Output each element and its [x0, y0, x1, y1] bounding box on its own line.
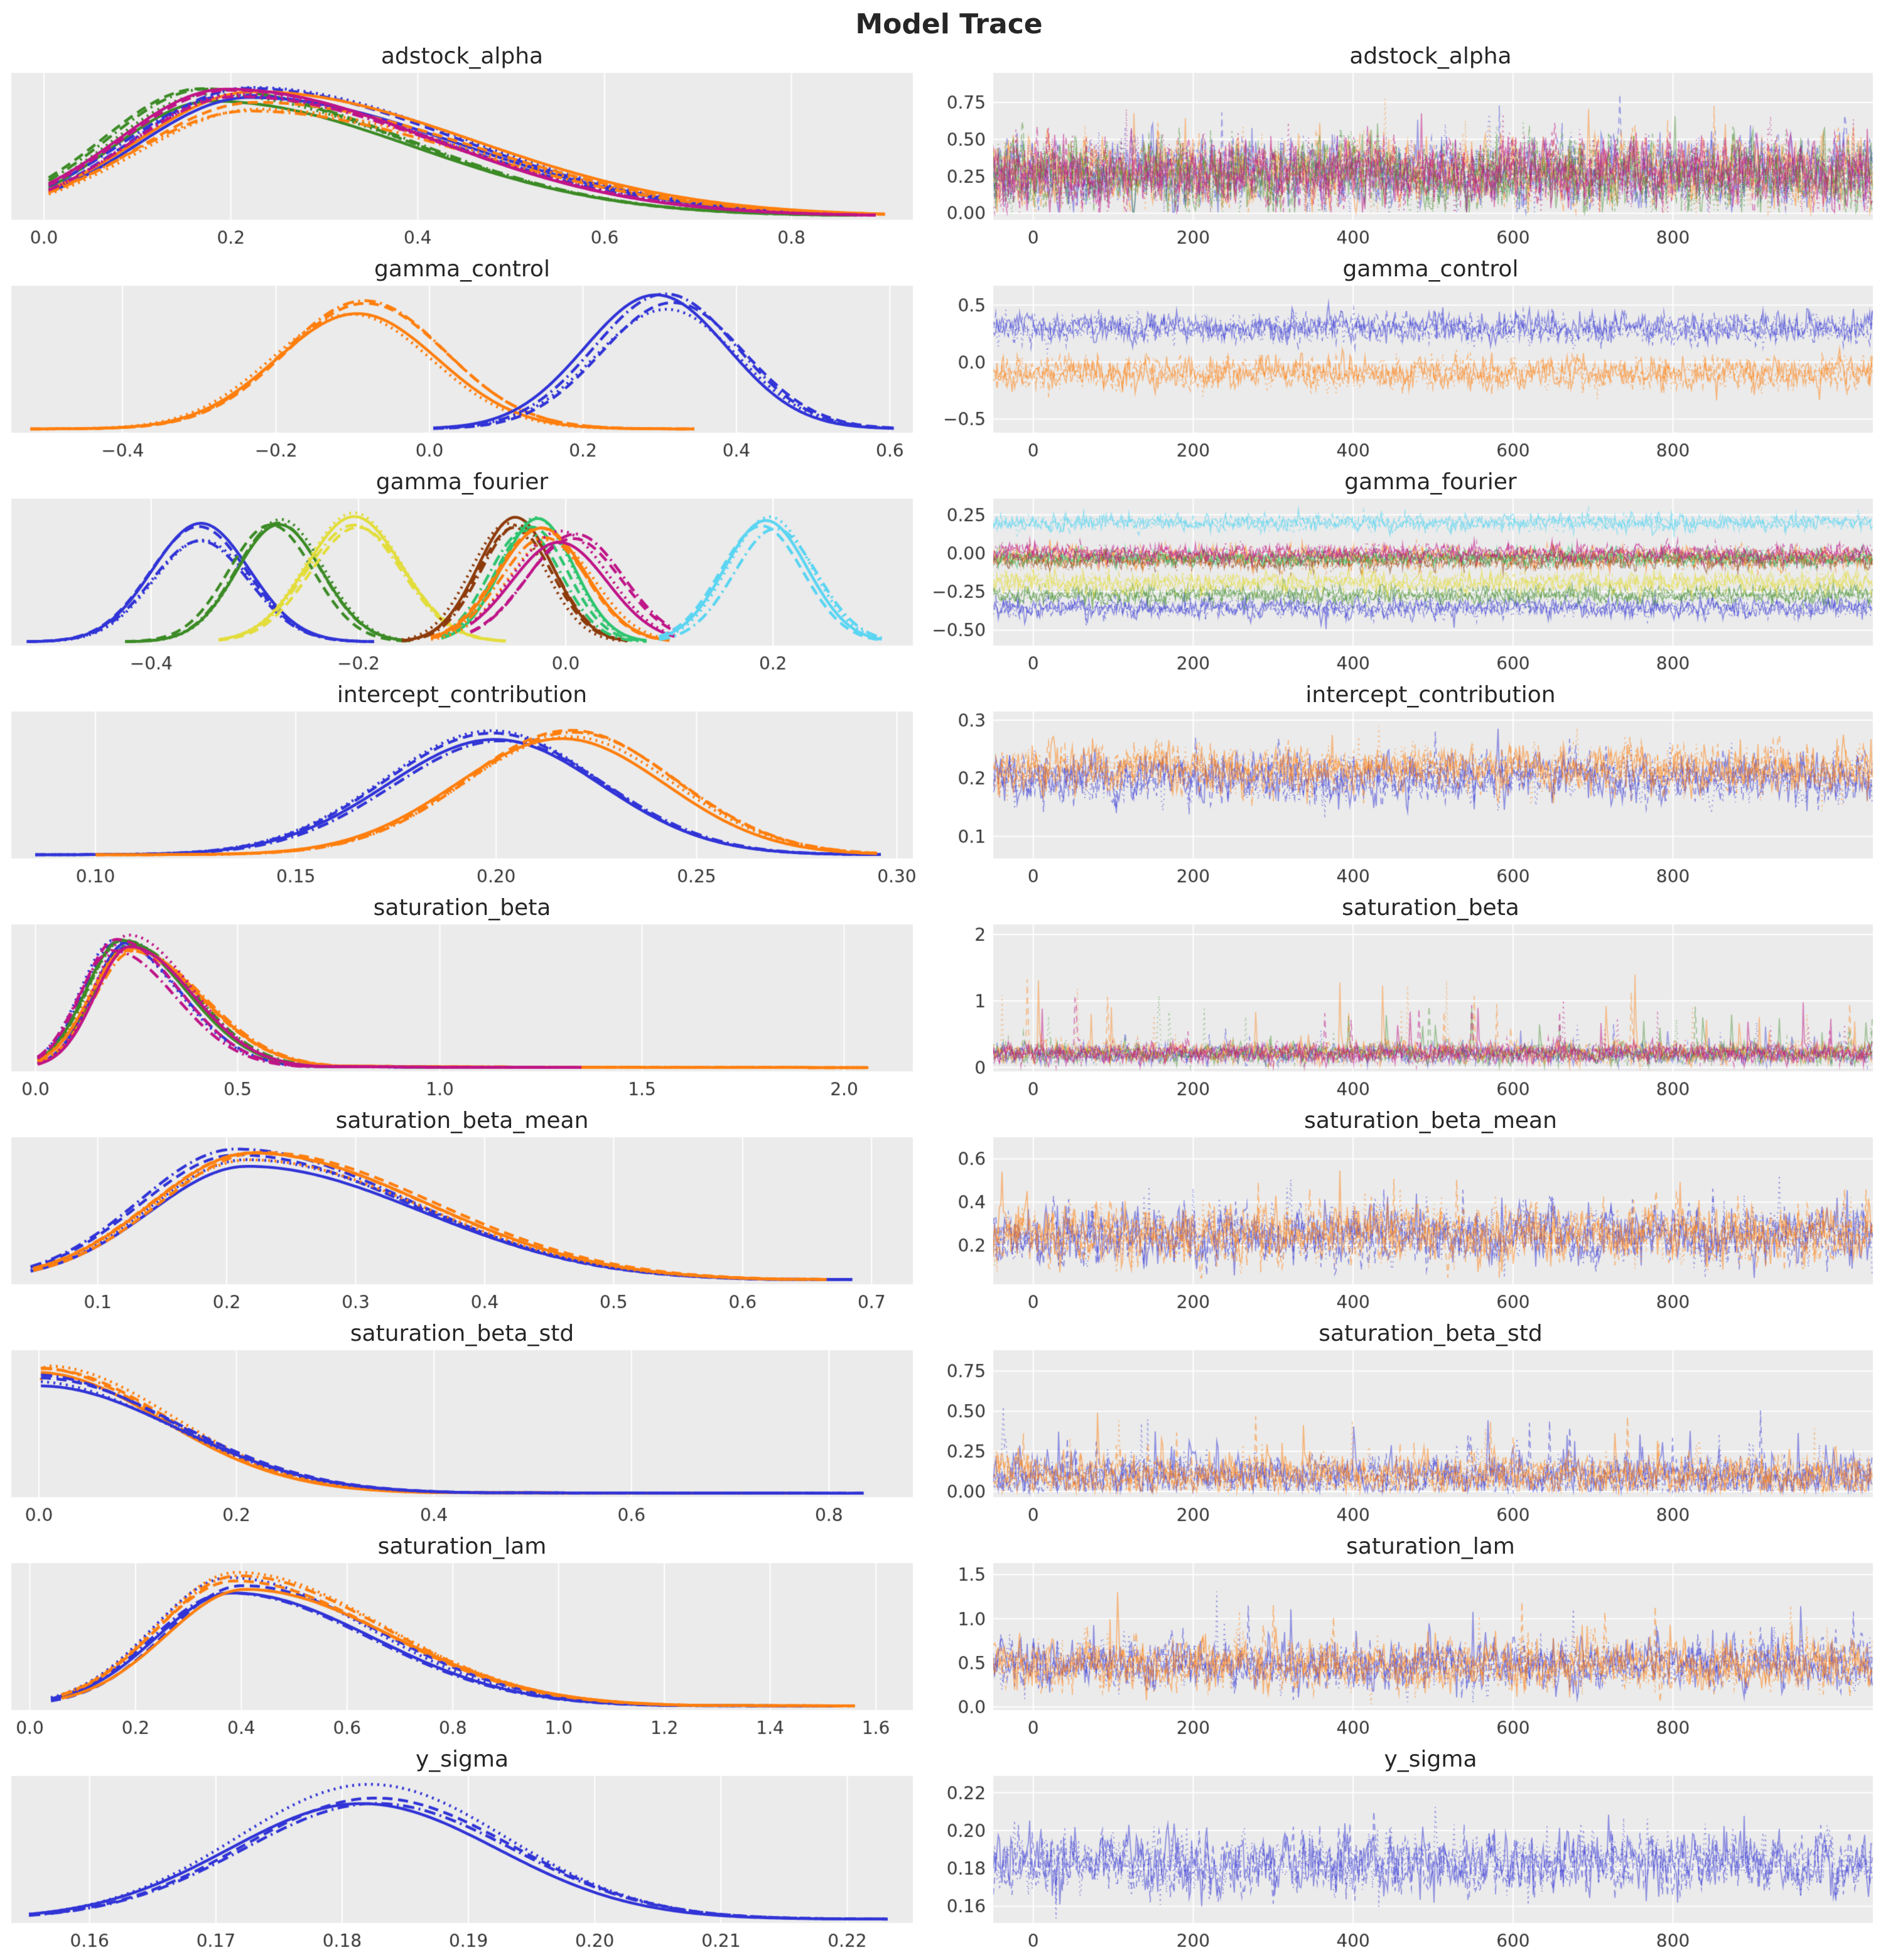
trace-canvas [933, 283, 1878, 467]
param-row-gamma-control: gamma_control gamma_control [0, 256, 1898, 467]
kde-subplot: gamma_control [6, 256, 918, 467]
trace-canvas [933, 70, 1878, 254]
trace-subplot-title: saturation_beta [1342, 895, 1519, 921]
kde-canvas [6, 1348, 918, 1531]
kde-subplot-title: saturation_beta [373, 895, 551, 921]
trace-subplot-title: intercept_contribution [1305, 682, 1556, 708]
trace-subplot: y_sigma [933, 1746, 1878, 1957]
trace-subplot-title: saturation_beta_mean [1304, 1108, 1557, 1134]
trace-subplot-title: saturation_lam [1346, 1534, 1515, 1559]
trace-subplot-title: saturation_beta_std [1318, 1321, 1543, 1346]
kde-canvas [6, 283, 918, 467]
kde-subplot-title: saturation_beta_std [350, 1321, 574, 1346]
kde-subplot: y_sigma [6, 1746, 918, 1957]
kde-canvas [6, 496, 918, 680]
trace-subplot: adstock_alpha [933, 43, 1878, 254]
kde-subplot: adstock_alpha [6, 43, 918, 254]
kde-subplot: saturation_lam [6, 1533, 918, 1744]
trace-canvas [933, 1561, 1878, 1744]
kde-canvas [6, 1135, 918, 1318]
kde-canvas [6, 709, 918, 892]
trace-canvas [933, 496, 1878, 680]
trace-canvas [933, 1135, 1878, 1318]
kde-subplot-title: saturation_beta_mean [335, 1108, 589, 1134]
kde-subplot-title: y_sigma [415, 1746, 509, 1772]
kde-canvas [6, 1773, 918, 1957]
kde-subplot-title: saturation_lam [377, 1534, 547, 1559]
param-row-saturation-beta: saturation_beta saturation_beta [0, 894, 1898, 1105]
trace-subplot: saturation_lam [933, 1533, 1878, 1744]
kde-subplot-title: gamma_fourier [375, 469, 549, 495]
trace-canvas [933, 922, 1878, 1105]
trace-canvas [933, 709, 1878, 892]
kde-canvas [6, 70, 918, 254]
trace-subplot-title: gamma_control [1342, 256, 1519, 282]
kde-subplot-title: gamma_control [374, 256, 550, 282]
param-row-saturation-beta-mean: saturation_beta_mean saturation_beta_mea… [0, 1107, 1898, 1318]
param-row-intercept-contribution: intercept_contribution intercept_contrib… [0, 681, 1898, 892]
param-row-adstock-alpha: adstock_alpha adstock_alpha [0, 43, 1898, 254]
trace-canvas [933, 1348, 1878, 1531]
figure-title: Model Trace [855, 8, 1043, 40]
kde-subplot: intercept_contribution [6, 681, 918, 892]
kde-subplot-title: adstock_alpha [380, 43, 544, 69]
trace-subplot: saturation_beta_std [933, 1320, 1878, 1531]
trace-subplot-title: adstock_alpha [1349, 43, 1512, 69]
param-row-saturation-lam: saturation_lam saturation_lam [0, 1533, 1898, 1744]
kde-canvas [6, 1561, 918, 1744]
kde-subplot-title: intercept_contribution [337, 682, 588, 708]
kde-subplot: saturation_beta_mean [6, 1107, 918, 1318]
param-row-gamma-fourier: gamma_fourier gamma_fourier [0, 468, 1898, 680]
trace-canvas [933, 1773, 1878, 1957]
kde-subplot: saturation_beta [6, 894, 918, 1105]
param-row-saturation-beta-std: saturation_beta_std saturation_beta_std [0, 1320, 1898, 1531]
trace-subplot-title: y_sigma [1384, 1746, 1477, 1772]
trace-subplot: intercept_contribution [933, 681, 1878, 892]
trace-subplot: saturation_beta [933, 894, 1878, 1105]
trace-subplot-title: gamma_fourier [1344, 469, 1517, 495]
trace-subplot: saturation_beta_mean [933, 1107, 1878, 1318]
kde-subplot: gamma_fourier [6, 468, 918, 680]
kde-subplot: saturation_beta_std [6, 1320, 918, 1531]
trace-subplot: gamma_fourier [933, 468, 1878, 680]
param-row-y-sigma: y_sigma y_sigma [0, 1746, 1898, 1957]
kde-canvas [6, 922, 918, 1105]
trace-subplot: gamma_control [933, 256, 1878, 467]
